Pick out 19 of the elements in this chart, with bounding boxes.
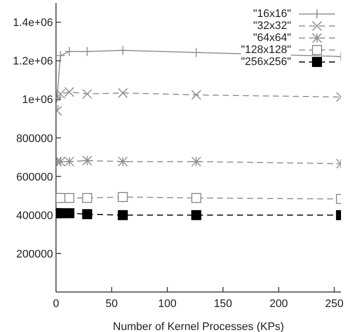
x-tick-label: 150 — [214, 298, 232, 310]
x-tick-label: 50 — [106, 298, 118, 310]
legend-label: "128x128" — [240, 44, 291, 56]
legend-label: "16x16" — [253, 8, 291, 20]
legend-label: "256x256" — [240, 56, 291, 68]
x-tick-label: 0 — [52, 298, 60, 310]
y-tick-label: 1e+06 — [22, 94, 53, 106]
legend-label: "32x32" — [253, 20, 291, 32]
y-tick-label: 1.2e+06 — [12, 56, 53, 68]
legend-label: "64x64" — [253, 32, 291, 44]
y-tick-label: 1.4e+06 — [12, 17, 53, 30]
y-tick-label: 600000 — [16, 171, 53, 184]
y-tick-label: 400000 — [16, 210, 53, 222]
x-tick-label: 100 — [158, 298, 177, 310]
x-tick-label: 200 — [269, 298, 288, 310]
y-tick-label: 800000 — [16, 132, 53, 145]
x-tick-label: 250 — [325, 298, 344, 310]
y-tick-label: 200000 — [16, 248, 53, 260]
x-axis-title: Number of Kernel Processes (KPs) — [112, 321, 284, 332]
